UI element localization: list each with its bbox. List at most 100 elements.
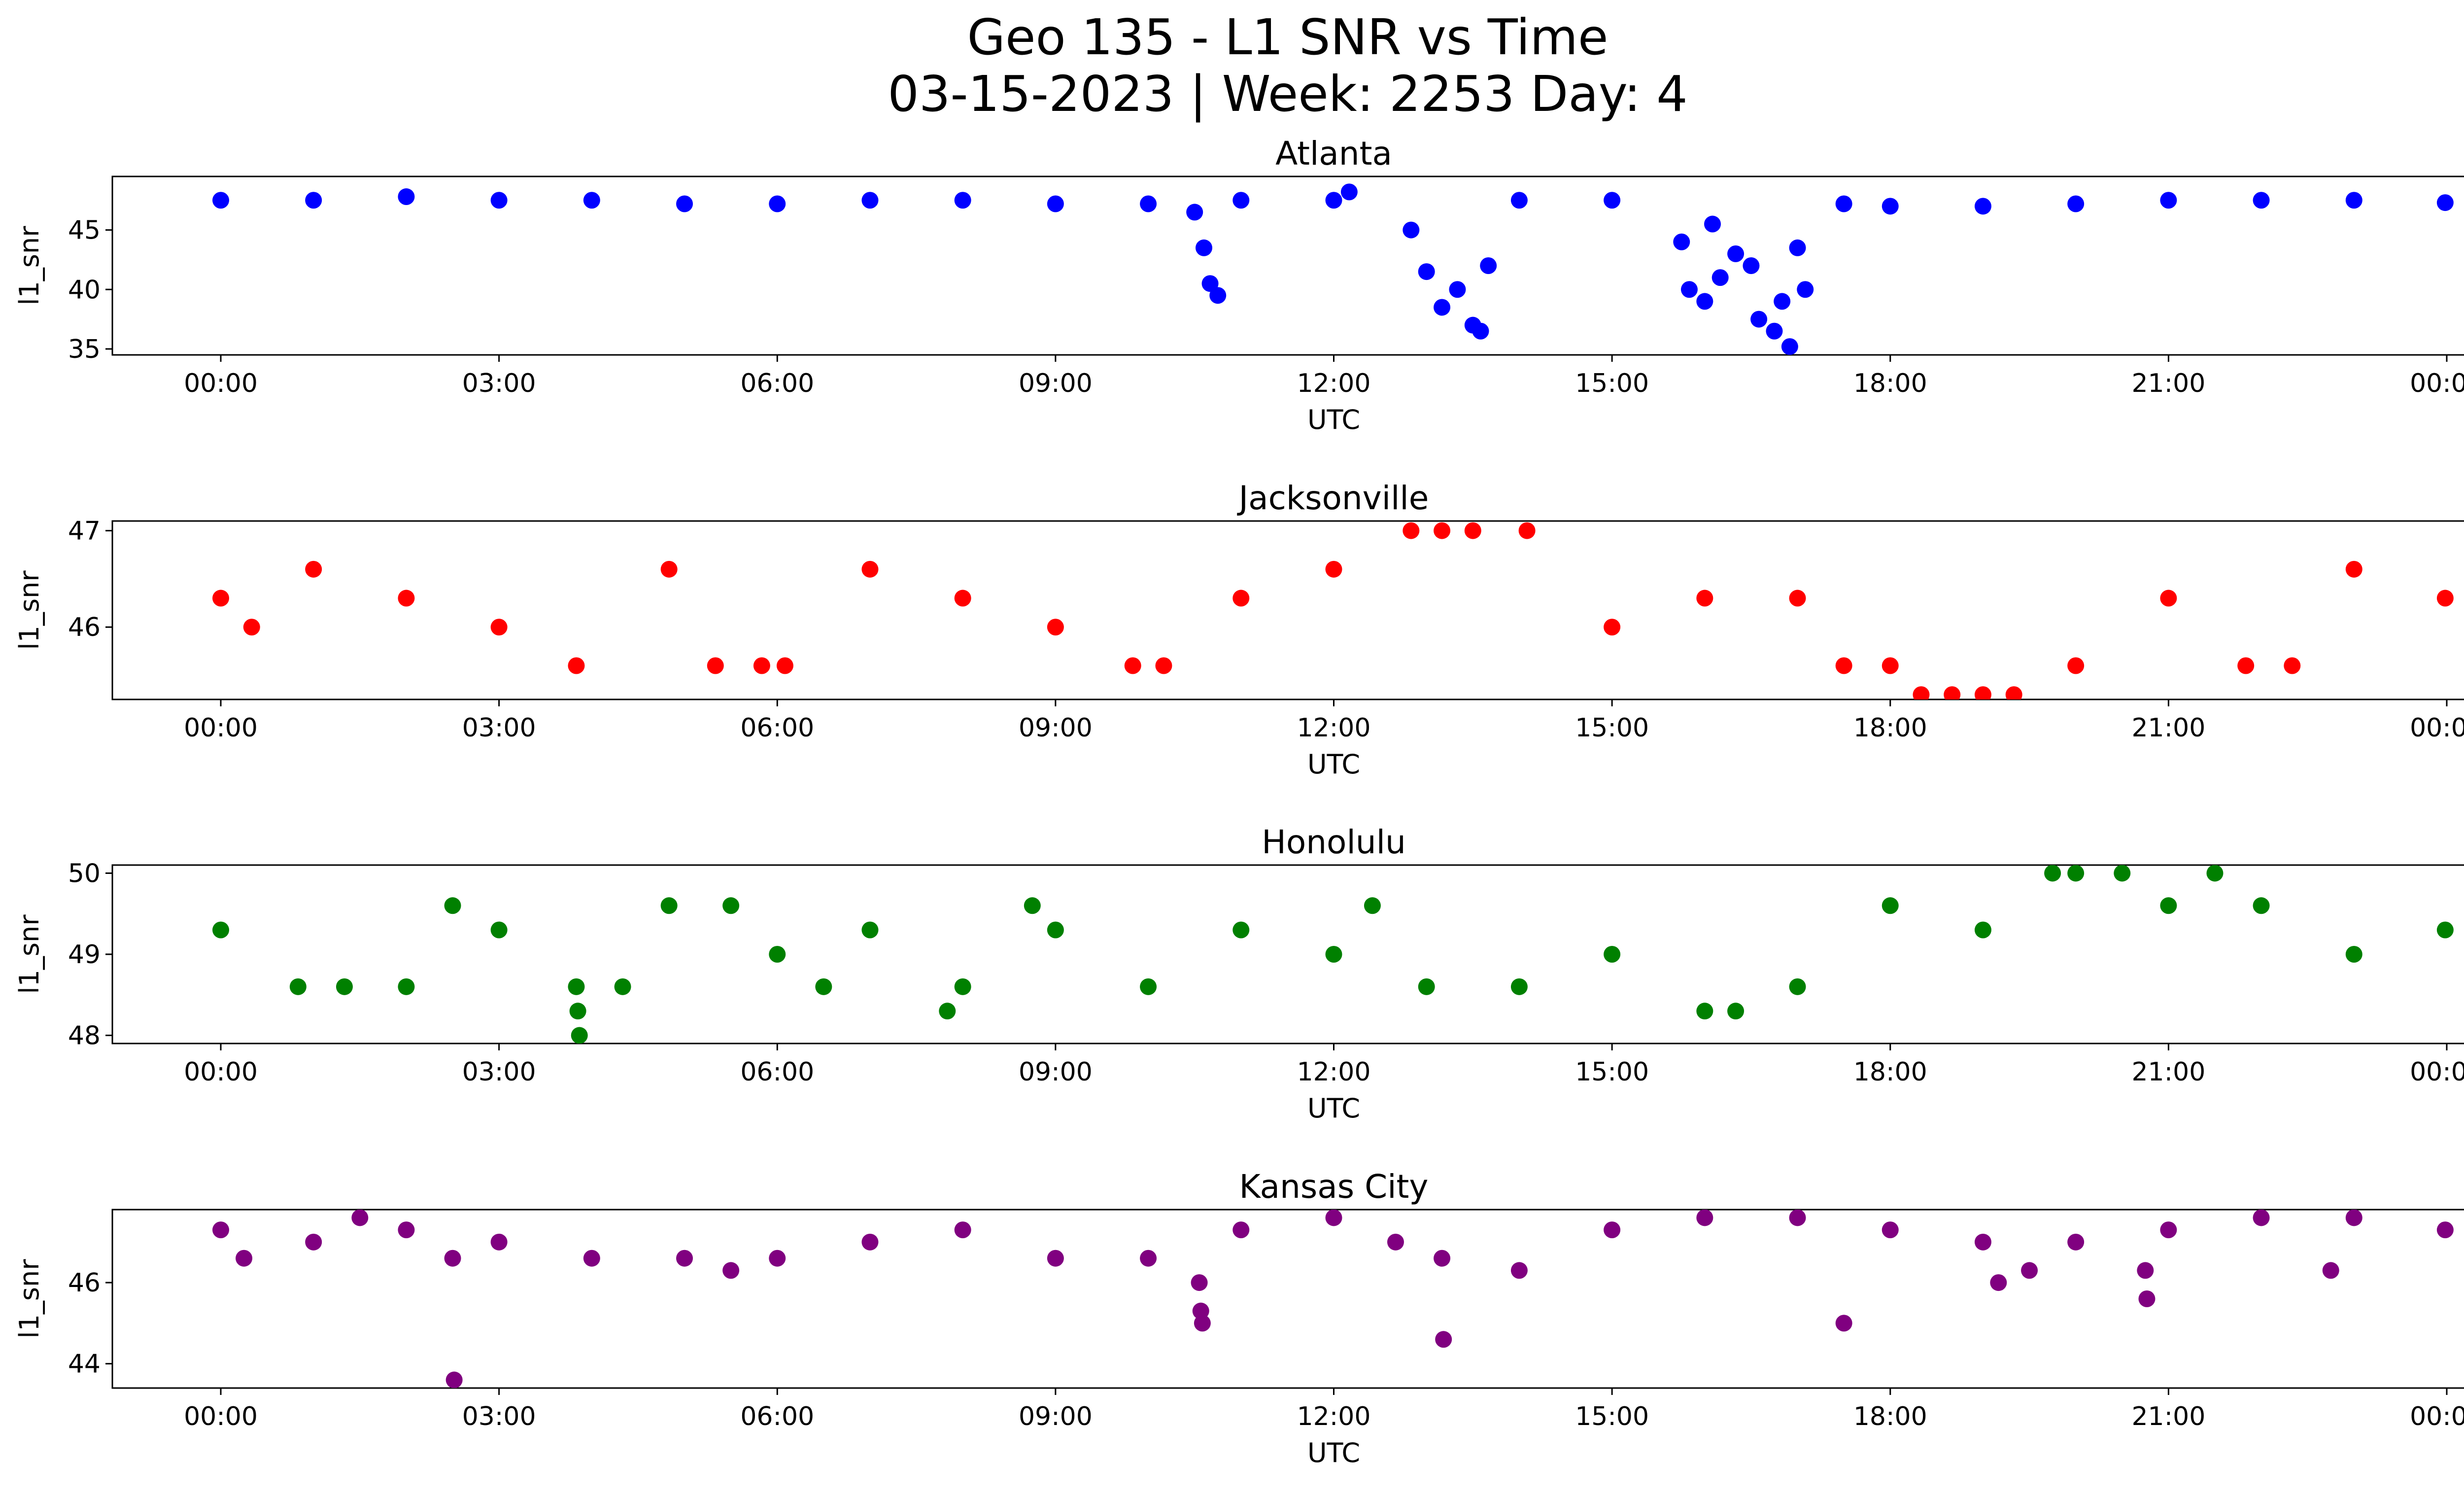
subplot: Jacksonville 00:00 03:00 06:00 09:00 12:00 15:… [14, 479, 2464, 780]
x-tick-label: 21:00 [2131, 713, 2205, 743]
data-point [2160, 192, 2177, 209]
data-point [1789, 590, 1806, 607]
data-point [614, 978, 631, 995]
data-point [1403, 522, 1420, 539]
x-tick-label: 06:00 [740, 713, 814, 743]
data-point [1797, 281, 1814, 298]
x-axis-label: UTC [1307, 1093, 1360, 1124]
data-point [1232, 192, 1250, 209]
data-point [2436, 590, 2454, 607]
data-point [398, 978, 415, 995]
data-point [1696, 293, 1713, 310]
data-point [1047, 921, 1064, 939]
data-point [1387, 1233, 1404, 1251]
x-tick-label: 15:00 [1575, 369, 1649, 398]
data-point [2345, 946, 2362, 963]
data-point [1434, 522, 1451, 539]
data-point [2345, 1210, 2362, 1226]
data-point [1325, 192, 1342, 209]
data-point [1944, 686, 1961, 699]
x-tick-label: 09:00 [1019, 1402, 1093, 1431]
data-point [2436, 1221, 2454, 1239]
data-point [583, 192, 600, 209]
x-tick-label: 12:00 [1297, 369, 1371, 398]
data-point [1774, 293, 1791, 310]
y-tick-label: 47 [68, 517, 101, 546]
data-point [212, 590, 229, 607]
x-tick-label: 03:00 [462, 1402, 536, 1431]
data-point [1789, 1210, 1806, 1226]
data-point [1047, 195, 1064, 212]
data-point [1604, 619, 1621, 636]
data-point [1835, 1315, 1852, 1332]
y-tick-label: 40 [68, 275, 101, 305]
x-axis-label: UTC [1307, 749, 1360, 780]
data-point [1480, 257, 1497, 274]
x-tick-label: 15:00 [1575, 1057, 1649, 1087]
data-point [1191, 1274, 1208, 1291]
data-point [1518, 522, 1536, 539]
data-point [1750, 311, 1768, 328]
data-point [2137, 1262, 2154, 1279]
x-tick-label: 09:00 [1019, 369, 1093, 398]
data-point [2253, 192, 2270, 209]
data-point [861, 1233, 879, 1251]
subplot-title: Kansas City [1239, 1168, 1429, 1206]
data-point [1472, 322, 1489, 340]
data-point [1325, 560, 1342, 578]
data-point [1140, 1250, 1157, 1267]
x-tick-label: 06:00 [740, 1057, 814, 1087]
data-point [1781, 338, 1798, 355]
x-tick-label: 00:00 [184, 1057, 258, 1087]
y-axis-label: l1_snr [14, 226, 45, 306]
data-point [954, 590, 971, 607]
data-point [398, 590, 415, 607]
data-point [1704, 215, 1721, 233]
data-point [212, 192, 229, 209]
data-point [815, 978, 832, 995]
data-point [861, 560, 879, 578]
x-tick-label: 00:00 [184, 1402, 258, 1431]
data-point [305, 1233, 322, 1251]
data-point [305, 192, 322, 209]
x-tick-label: 00:00 [2410, 713, 2464, 743]
data-point [2114, 865, 2131, 882]
data-point [1140, 195, 1157, 212]
data-point [1464, 522, 1481, 539]
x-tick-label: 12:00 [1297, 1057, 1371, 1087]
data-point [2253, 897, 2270, 914]
data-point [2322, 1262, 2339, 1279]
data-points [212, 865, 2454, 1043]
data-point [1232, 1221, 1250, 1239]
x-tick-label: 03:00 [462, 1057, 536, 1087]
data-point [1196, 239, 1213, 256]
data-point [1325, 1210, 1342, 1226]
data-point [2345, 560, 2362, 578]
data-point [1340, 183, 1358, 201]
x-tick-label: 21:00 [2131, 1057, 2205, 1087]
data-point [1232, 590, 1250, 607]
data-point [1434, 299, 1451, 316]
x-tick-label: 12:00 [1297, 1402, 1371, 1431]
data-point [769, 1250, 786, 1267]
data-point [2160, 590, 2177, 607]
figure-title-line1: Geo 135 - L1 SNR vs Time [967, 8, 1608, 66]
data-point [660, 897, 678, 914]
data-point [490, 921, 508, 939]
data-point [1418, 978, 1435, 995]
y-axis-label: l1_snr [14, 1259, 45, 1339]
data-point [1696, 590, 1713, 607]
figure-title-line2: 03-15-2023 | Week: 2253 Day: 4 [888, 65, 1687, 123]
data-point [769, 946, 786, 963]
data-point [954, 192, 971, 209]
data-point [1974, 1233, 1991, 1251]
x-tick-label: 00:00 [2410, 1402, 2464, 1431]
subplot: Kansas City 00:00 03:00 06:00 09:00 12:00 15:0… [14, 1168, 2464, 1468]
data-point [1913, 686, 1930, 699]
data-point [1140, 978, 1157, 995]
data-point [1449, 281, 1466, 298]
data-point [722, 1262, 740, 1279]
data-point [583, 1250, 600, 1267]
data-point [1435, 1331, 1452, 1348]
data-point [1727, 1003, 1745, 1020]
